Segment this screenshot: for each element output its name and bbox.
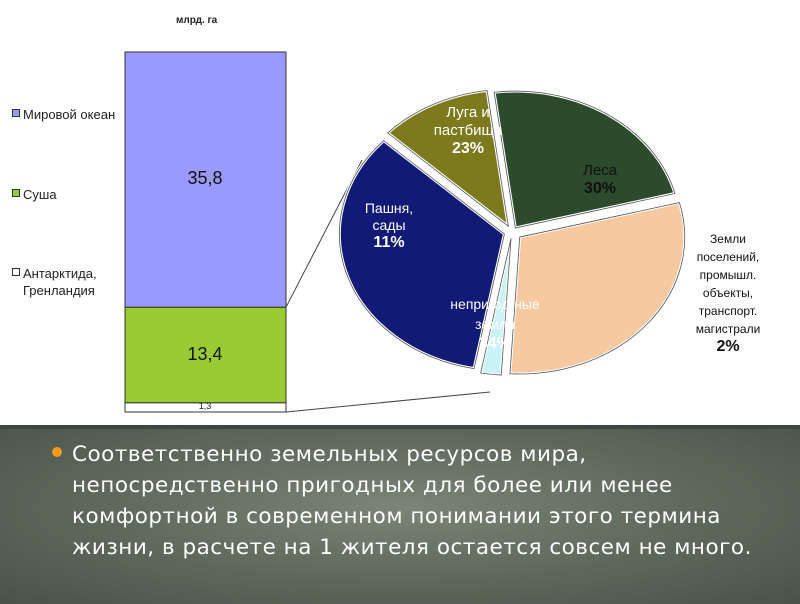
- chart-area: млрд. га Мировой океан Суша Антарктида, …: [12, 15, 778, 413]
- stacked-bar: [124, 51, 287, 413]
- pie-label-unusable-pct: 34%: [478, 335, 512, 352]
- connector-bottom: [285, 391, 491, 413]
- pie-slice-outline-0: [493, 90, 676, 229]
- bullet-icon: [52, 447, 62, 457]
- pie-label-meadows-text: Луга и пастбища: [433, 104, 503, 139]
- pie-label-unusable: непригод-ные земли 34%: [440, 294, 550, 354]
- legend-label-ocean: Мировой океан: [23, 107, 116, 122]
- pie-label-unusable-text: непригод-ные земли: [450, 296, 540, 332]
- pie-slice-outline-1: [509, 202, 686, 375]
- legend-swatch-ice: [12, 268, 20, 276]
- pie-label-arable-pct: 11%: [373, 234, 405, 251]
- legend-item-ocean: Мировой океан: [12, 106, 118, 123]
- bar-segment-1: [124, 306, 287, 404]
- pie-label-arable-text: Пашня, сады: [364, 200, 414, 233]
- pie-label-forest: Леса 30%: [555, 162, 645, 198]
- pie-chart: [337, 88, 687, 377]
- pie-label-settlements: Земли поселений, промышл. объекты, транс…: [678, 230, 778, 356]
- chart-svg: [124, 51, 687, 413]
- pie-label-settlements-pct: 2%: [716, 338, 740, 355]
- pie-label-meadows: Луга и пастбища 23%: [418, 104, 518, 158]
- pie-slice-outline-3: [339, 140, 505, 370]
- pie-slice-outline-2: [480, 238, 512, 376]
- bullet-text: Соответственно земельных ресурсов мира, …: [72, 442, 752, 560]
- pie-label-forest-text: Леса: [582, 162, 618, 179]
- bar-value-ocean: 35,8: [187, 168, 223, 188]
- bar-segment-0: [124, 51, 287, 308]
- pie-slice-0: [492, 89, 677, 230]
- legend-item-land: Суша: [12, 186, 57, 203]
- bar-value-land: 13,4: [187, 344, 223, 364]
- legend-swatch-ocean: [12, 109, 20, 117]
- legend-swatch-land: [12, 189, 20, 197]
- pie-slice-outline-4: [387, 90, 509, 228]
- pie-label-arable: Пашня, сады 11%: [347, 200, 431, 251]
- legend-item-ice: Антарктида, Гренландия: [12, 265, 123, 299]
- legend-label-land: Суша: [23, 187, 57, 202]
- unit-label: млрд. га: [176, 15, 218, 26]
- pie-label-forest-pct: 30%: [583, 180, 617, 197]
- legend-label-ice: Антарктида, Гренландия: [23, 266, 97, 298]
- bar-value-ice: 1,3: [198, 401, 212, 411]
- pie-label-meadows-pct: 23%: [451, 140, 485, 157]
- pie-label-settlements-text: Земли поселений, промышл. объекты, транс…: [695, 232, 761, 336]
- text-panel: Соответственно земельных ресурсов мира, …: [0, 425, 800, 604]
